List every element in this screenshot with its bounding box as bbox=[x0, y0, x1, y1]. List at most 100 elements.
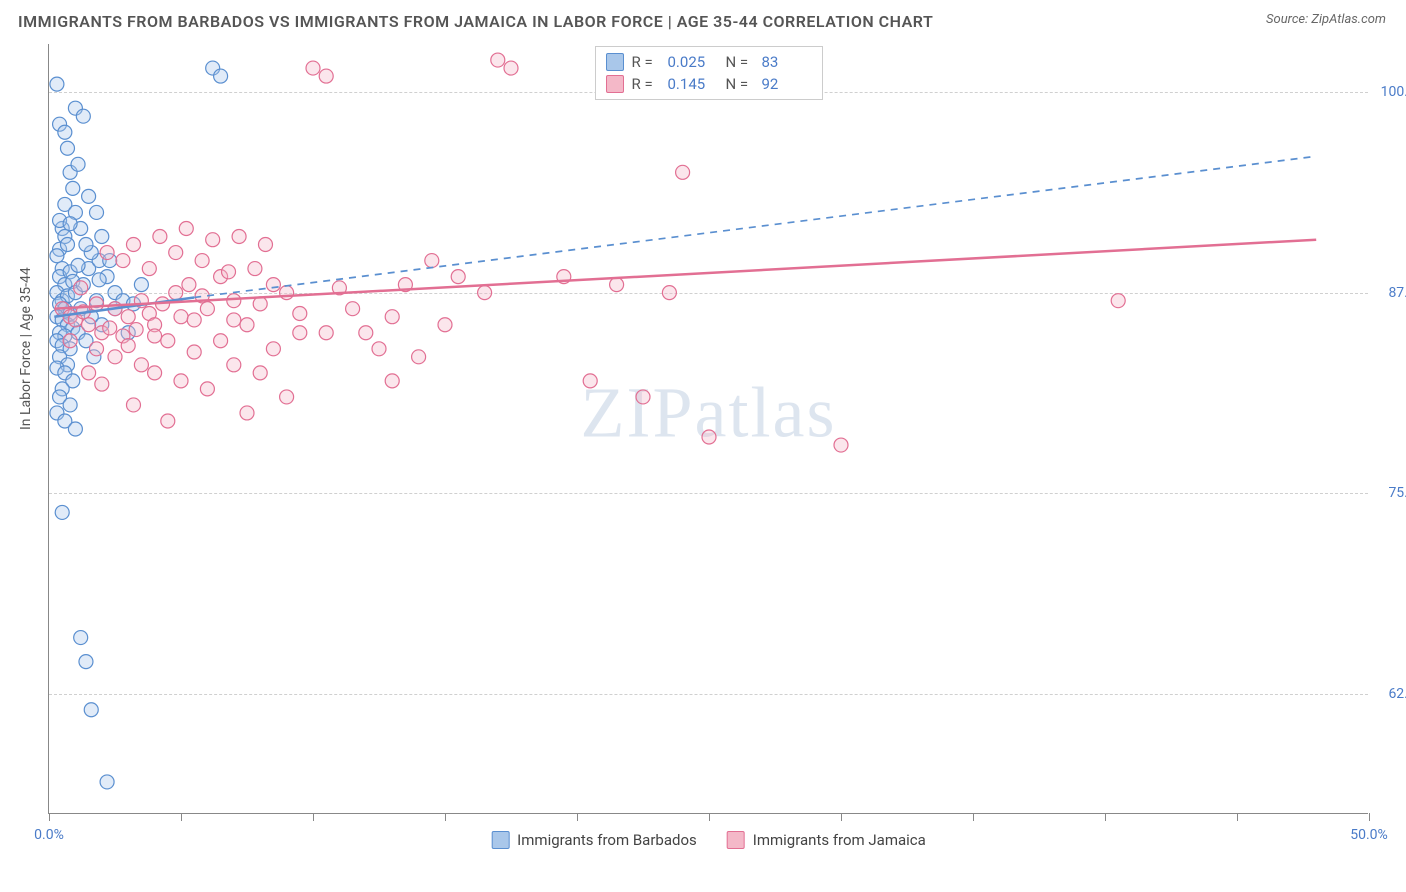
scatter-point bbox=[319, 69, 333, 83]
x-tick bbox=[445, 813, 446, 821]
swatch-barbados-icon bbox=[491, 831, 509, 849]
scatter-point bbox=[385, 374, 399, 388]
scatter-point bbox=[82, 318, 96, 332]
scatter-point bbox=[504, 61, 518, 75]
scatter-point bbox=[676, 165, 690, 179]
swatch-jamaica-icon bbox=[727, 831, 745, 849]
legend-row-barbados: R = 0.025 N = 83 bbox=[606, 51, 812, 73]
scatter-point bbox=[425, 254, 439, 268]
legend-item-barbados: Immigrants from Barbados bbox=[491, 831, 697, 849]
scatter-point bbox=[702, 430, 716, 444]
x-tick bbox=[841, 813, 842, 821]
legend-label-barbados: Immigrants from Barbados bbox=[517, 831, 697, 849]
scatter-point bbox=[90, 297, 104, 311]
scatter-point bbox=[50, 249, 64, 263]
scatter-point bbox=[121, 339, 135, 353]
scatter-point bbox=[82, 366, 96, 380]
scatter-point bbox=[372, 342, 386, 356]
scatter-point bbox=[240, 406, 254, 420]
scatter-point bbox=[92, 273, 106, 287]
scatter-point bbox=[174, 374, 188, 388]
legend-row-jamaica: R = 0.145 N = 92 bbox=[606, 73, 812, 95]
x-tick bbox=[181, 813, 182, 821]
scatter-point bbox=[451, 270, 465, 284]
scatter-point bbox=[76, 109, 90, 123]
scatter-point bbox=[359, 326, 373, 340]
scatter-point bbox=[438, 318, 452, 332]
scatter-point bbox=[248, 262, 262, 276]
scatter-point bbox=[134, 358, 148, 372]
scatter-point bbox=[121, 310, 135, 324]
y-tick-label: 87.5% bbox=[1388, 285, 1406, 301]
x-tick-label: 0.0% bbox=[34, 827, 64, 843]
scatter-point bbox=[187, 313, 201, 327]
scatter-point bbox=[84, 703, 98, 717]
scatter-point bbox=[174, 310, 188, 324]
scatter-point bbox=[66, 181, 80, 195]
x-tick bbox=[313, 813, 314, 821]
scatter-point bbox=[253, 366, 267, 380]
scatter-point bbox=[182, 278, 196, 292]
chart-title: IMMIGRANTS FROM BARBADOS VS IMMIGRANTS F… bbox=[18, 12, 933, 31]
scatter-point bbox=[232, 230, 246, 244]
scatter-point bbox=[68, 422, 82, 436]
scatter-point bbox=[1111, 294, 1125, 308]
x-tick bbox=[973, 813, 974, 821]
x-tick bbox=[1105, 813, 1106, 821]
scatter-point bbox=[200, 382, 214, 396]
n-label: N = bbox=[726, 53, 754, 71]
scatter-point bbox=[74, 631, 88, 645]
scatter-point bbox=[610, 278, 624, 292]
scatter-point bbox=[195, 254, 209, 268]
r-value-jamaica: 0.145 bbox=[668, 75, 718, 93]
scatter-point bbox=[90, 205, 104, 219]
scatter-point bbox=[240, 318, 254, 332]
plot-svg bbox=[49, 44, 1368, 813]
scatter-point bbox=[100, 775, 114, 789]
r-value-barbados: 0.025 bbox=[668, 53, 718, 71]
scatter-point bbox=[108, 350, 122, 364]
scatter-point bbox=[206, 233, 220, 247]
n-value-barbados: 83 bbox=[762, 53, 812, 71]
scatter-point bbox=[293, 307, 307, 321]
trend-line bbox=[54, 240, 1316, 309]
series-legend: Immigrants from Barbados Immigrants from… bbox=[491, 831, 926, 849]
scatter-point bbox=[116, 254, 130, 268]
scatter-point bbox=[491, 53, 505, 67]
scatter-point bbox=[834, 438, 848, 452]
scatter-point bbox=[63, 217, 77, 231]
scatter-point bbox=[385, 310, 399, 324]
trend-line-extrapolated bbox=[194, 156, 1316, 297]
scatter-point bbox=[253, 297, 267, 311]
scatter-point bbox=[71, 157, 85, 171]
scatter-point bbox=[74, 281, 88, 295]
scatter-point bbox=[50, 77, 64, 91]
scatter-point bbox=[126, 398, 140, 412]
swatch-jamaica-icon bbox=[606, 75, 624, 93]
scatter-point bbox=[583, 374, 597, 388]
scatter-point bbox=[346, 302, 360, 316]
x-tick bbox=[1237, 813, 1238, 821]
x-tick-label: 50.0% bbox=[1350, 827, 1388, 843]
scatter-point bbox=[169, 286, 183, 300]
scatter-point bbox=[148, 329, 162, 343]
n-value-jamaica: 92 bbox=[762, 75, 812, 93]
y-axis-label: In Labor Force | Age 35-44 bbox=[18, 267, 34, 430]
scatter-point bbox=[293, 326, 307, 340]
scatter-point bbox=[412, 350, 426, 364]
scatter-point bbox=[319, 326, 333, 340]
legend-item-jamaica: Immigrants from Jamaica bbox=[727, 831, 926, 849]
scatter-point bbox=[60, 238, 74, 252]
scatter-point bbox=[214, 69, 228, 83]
x-tick bbox=[577, 813, 578, 821]
scatter-point bbox=[129, 323, 143, 337]
scatter-point bbox=[161, 414, 175, 428]
y-tick-label: 75.0% bbox=[1388, 485, 1406, 501]
scatter-point bbox=[187, 345, 201, 359]
scatter-point bbox=[142, 262, 156, 276]
x-tick bbox=[709, 813, 710, 821]
scatter-point bbox=[95, 230, 109, 244]
x-tick bbox=[1369, 813, 1370, 821]
scatter-point bbox=[55, 505, 69, 519]
scatter-point bbox=[103, 321, 117, 335]
